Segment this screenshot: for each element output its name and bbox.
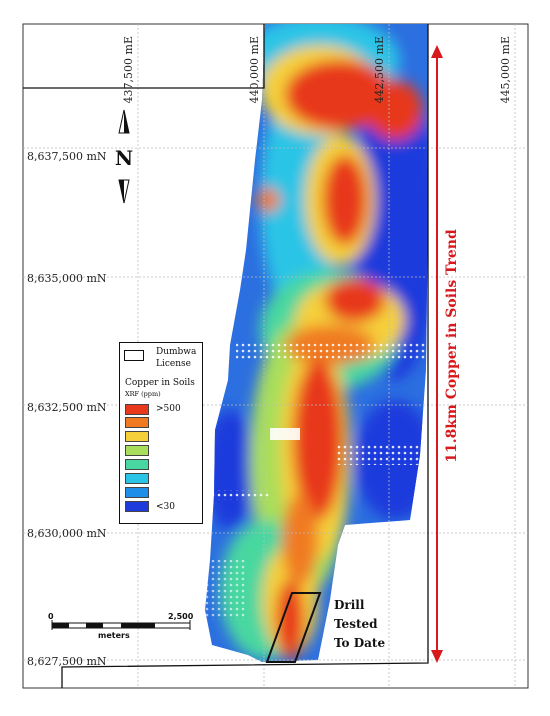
drill-label-line: Drill (334, 598, 365, 612)
drill-tested-polygon (265, 592, 322, 663)
legend-swatch (125, 487, 149, 498)
northing-label: 8,630,000 mN (27, 527, 107, 540)
legend-swatch (125, 417, 149, 428)
legend-swatch (125, 459, 149, 470)
legend-title: Copper in Soils (125, 378, 195, 388)
drill-label-line: To Date (334, 636, 386, 650)
legend-subtitle: XRF (ppm) (125, 390, 161, 398)
easting-label: 445,000 mE (499, 36, 512, 103)
legend-swatch (125, 473, 149, 484)
drill-label-line: Tested (334, 617, 378, 631)
northing-label: 8,635,000 mN (27, 272, 107, 285)
map-legend: Dumbwa License Copper in Soils XRF (ppm)… (119, 342, 203, 524)
easting-label: 437,500 mE (122, 36, 135, 103)
legend-low-label: <30 (156, 502, 175, 512)
coordinate-grid (23, 24, 528, 688)
northing-label: 8,632,500 mN (27, 401, 107, 414)
copper-trend-label: 11.8km Copper in Soils Trend (444, 229, 460, 463)
legend-swatch (125, 501, 149, 512)
license-swatch (124, 350, 144, 361)
scale-end: 2,500 (168, 612, 194, 621)
easting-label: 442,500 mE (373, 36, 386, 103)
drill-tested-label: Drill Tested To Date (334, 596, 385, 653)
easting-label: 440,000 mE (248, 36, 261, 103)
scale-bar (51, 620, 191, 630)
north-arrow-icon (118, 109, 130, 204)
northing-label: 8,627,500 mN (27, 655, 107, 668)
license-boundary (23, 24, 429, 688)
trend-arrow (431, 45, 443, 663)
license-label: Dumbwa License (156, 347, 197, 369)
scale-start: 0 (48, 612, 54, 621)
legend-swatch (125, 445, 149, 456)
legend-swatch (125, 431, 149, 442)
legend-high-label: >500 (156, 404, 181, 414)
legend-swatch (125, 404, 149, 415)
north-letter: N (115, 146, 133, 170)
northing-label: 8,637,500 mN (27, 150, 107, 163)
scale-unit: meters (98, 631, 130, 640)
